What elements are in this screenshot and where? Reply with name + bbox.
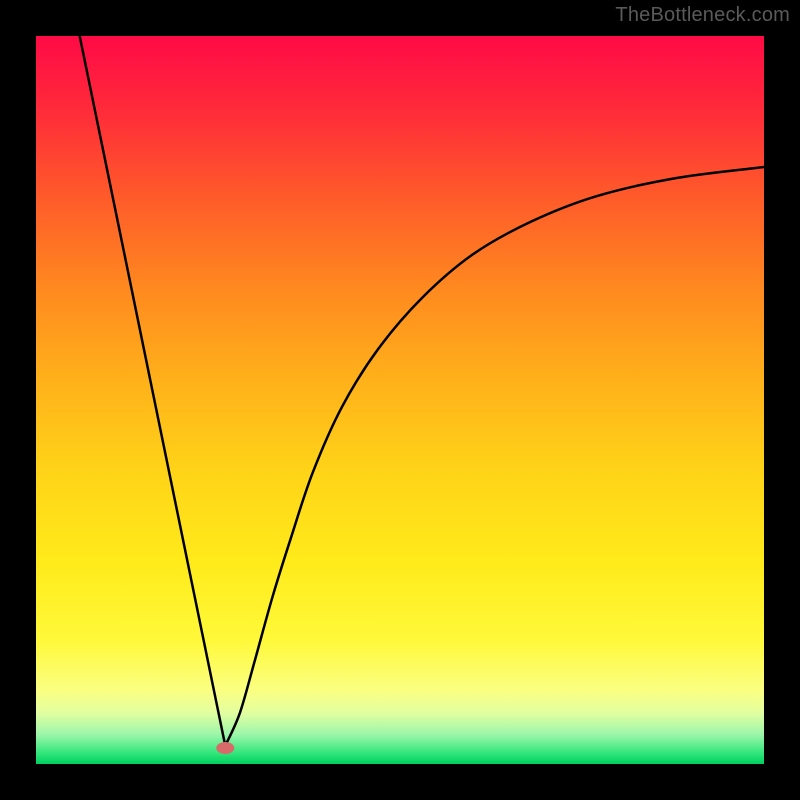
frame-border-right <box>764 0 800 800</box>
frame-border-left <box>0 0 36 800</box>
chart-minimum-marker <box>216 742 234 754</box>
chart-left-line <box>80 36 226 746</box>
frame-border-bottom <box>0 764 800 800</box>
chart-svg <box>36 36 764 764</box>
chart-plot-area <box>36 36 764 764</box>
watermark-text: TheBottleneck.com <box>615 4 790 27</box>
chart-right-curve <box>225 167 764 746</box>
